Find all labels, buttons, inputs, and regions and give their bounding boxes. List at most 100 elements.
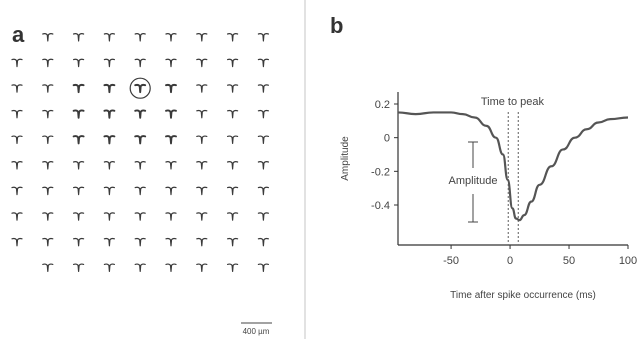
waveform-trace	[135, 213, 145, 220]
waveform-trace	[228, 213, 238, 220]
panel-a: a 400 µm	[12, 22, 272, 336]
waveform-trace	[104, 187, 114, 194]
waveform-trace	[74, 213, 84, 220]
amplitude-label: Amplitude	[449, 175, 498, 187]
waveform-trace	[197, 85, 207, 92]
x-tick-label: 50	[563, 255, 575, 267]
waveform-trace	[166, 110, 176, 117]
waveform-series-line	[398, 112, 628, 220]
waveform-trace	[135, 85, 145, 92]
waveform-trace	[135, 34, 145, 41]
waveform-trace	[135, 187, 145, 194]
waveform-trace	[258, 110, 268, 117]
waveform-trace	[74, 264, 84, 271]
waveform-trace	[43, 85, 53, 92]
waveform-trace	[166, 213, 176, 220]
waveform-trace	[135, 162, 145, 169]
y-tick-label: 0.2	[375, 99, 390, 111]
waveform-trace	[12, 85, 22, 92]
waveform-trace	[74, 238, 84, 245]
waveform-trace	[197, 213, 207, 220]
waveform-trace	[166, 264, 176, 271]
waveform-trace	[12, 110, 22, 117]
x-tick-label: 0	[507, 255, 513, 267]
waveform-trace	[197, 264, 207, 271]
waveform-trace	[104, 85, 114, 92]
x-axis-label: Time after spike occurrence (ms)	[450, 290, 596, 301]
panel-a-letter: a	[12, 22, 25, 47]
waveform-trace	[43, 238, 53, 245]
waveform-trace	[12, 162, 22, 169]
waveform-trace	[135, 110, 145, 117]
waveform-trace	[43, 110, 53, 117]
panel-b-letter: b	[330, 13, 343, 38]
waveform-trace	[104, 162, 114, 169]
waveform-trace	[258, 187, 268, 194]
waveform-trace	[258, 136, 268, 143]
scale-bar-label: 400 µm	[243, 327, 270, 336]
waveform-trace	[135, 136, 145, 143]
waveform-trace	[74, 136, 84, 143]
waveform-trace	[43, 213, 53, 220]
waveform-trace	[166, 238, 176, 245]
waveform-trace	[228, 136, 238, 143]
waveform-trace	[43, 264, 53, 271]
waveform-trace	[197, 34, 207, 41]
time-to-peak-label: Time to peak	[481, 96, 545, 108]
waveform-trace	[197, 238, 207, 245]
waveform-trace	[258, 85, 268, 92]
waveform-trace	[74, 162, 84, 169]
chart: 0.2 0 -0.2 -0.4 -50 0 50 100 Time after spike oc…	[340, 92, 637, 301]
waveform-trace	[43, 136, 53, 143]
waveform-trace	[135, 59, 145, 66]
waveform-trace	[135, 264, 145, 271]
waveform-trace	[104, 34, 114, 41]
waveform-trace	[166, 59, 176, 66]
waveform-trace	[166, 136, 176, 143]
waveform-trace	[74, 85, 84, 92]
waveform-trace	[104, 110, 114, 117]
waveform-trace	[166, 162, 176, 169]
waveform-trace	[74, 34, 84, 41]
waveform-trace	[258, 264, 268, 271]
y-tick-label: -0.2	[371, 166, 390, 178]
waveform-trace	[12, 59, 22, 66]
waveform-trace	[228, 264, 238, 271]
waveform-trace	[258, 213, 268, 220]
waveform-trace	[135, 238, 145, 245]
y-tick-label: 0	[384, 133, 390, 145]
x-tick-label: 100	[619, 255, 637, 267]
waveform-trace	[12, 136, 22, 143]
waveform-trace	[228, 238, 238, 245]
waveform-trace	[43, 162, 53, 169]
waveform-trace	[228, 85, 238, 92]
waveform-trace	[43, 59, 53, 66]
waveform-trace	[228, 34, 238, 41]
waveform-trace	[258, 238, 268, 245]
waveform-trace	[197, 162, 207, 169]
waveform-trace	[258, 34, 268, 41]
waveform-trace	[43, 187, 53, 194]
waveform-trace	[228, 162, 238, 169]
waveform-trace	[12, 213, 22, 220]
waveform-trace	[228, 59, 238, 66]
panel-b: b 0.2 0 -0.2 -0.4 -50 0 50 100 Time after spike …	[330, 13, 637, 301]
waveform-trace	[43, 34, 53, 41]
waveform-trace	[197, 110, 207, 117]
waveform-trace	[197, 187, 207, 194]
waveform-trace	[74, 59, 84, 66]
waveform-trace	[258, 162, 268, 169]
waveform-trace	[258, 59, 268, 66]
waveform-trace	[74, 187, 84, 194]
waveform-trace	[104, 238, 114, 245]
waveform-trace	[228, 110, 238, 117]
waveform-trace	[166, 85, 176, 92]
waveform-trace	[12, 187, 22, 194]
waveform-trace	[166, 187, 176, 194]
waveform-trace	[104, 136, 114, 143]
y-tick-label: -0.4	[371, 200, 390, 212]
waveform-trace	[166, 34, 176, 41]
y-axis-label: Amplitude	[340, 136, 351, 181]
waveform-trace	[197, 136, 207, 143]
